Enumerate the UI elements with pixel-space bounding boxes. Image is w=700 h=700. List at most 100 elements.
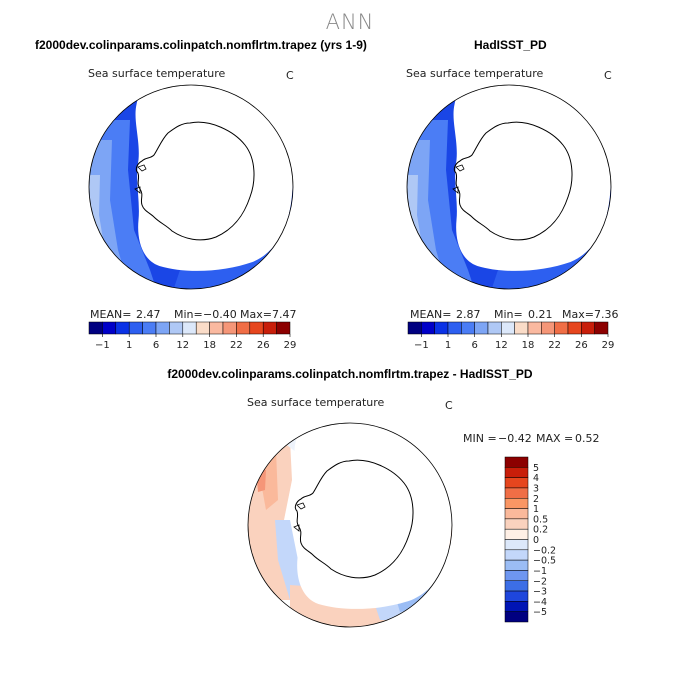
panel1-subtitle: Sea surface temperature <box>88 67 226 80</box>
panel3-colorbar-tick-label: 0 <box>533 535 539 546</box>
panel3-colorbar-swatch <box>504 590 529 602</box>
panel2-ice-region <box>453 83 612 271</box>
panel1-colorbar-tick-label: 29 <box>284 340 297 351</box>
panel2-colorbar-tick-label: 1 <box>445 340 451 351</box>
panel2-colorbar-tick-label: −1 <box>414 340 429 351</box>
panel3-colorbar-tick-label: 1 <box>533 504 539 515</box>
panel3-max-value: 0.52 <box>575 432 600 445</box>
panel3-colorbar-swatch <box>504 477 529 489</box>
panel3-colorbar-tick-label: −0.2 <box>533 545 556 556</box>
panel2-min-value: 0.21 <box>528 308 553 321</box>
panel3-colorbar-tick-label: 4 <box>533 473 539 484</box>
panel1-colorbar-swatch <box>115 321 130 335</box>
panel2-max-label: Max= <box>562 308 594 321</box>
panel1-colorbar-swatch <box>209 321 224 335</box>
panel2-colorbar-swatch <box>434 321 449 335</box>
panel3-colorbar-swatch <box>504 487 529 499</box>
panel2-colorbar-swatch <box>594 321 609 335</box>
panel1-colorbar-swatch <box>142 321 157 335</box>
panel1-max-label: Max= <box>240 308 272 321</box>
panel2-colorbar-tick-label: 18 <box>522 340 535 351</box>
panel3-colorbar-swatch <box>504 611 529 623</box>
panel1-title: f2000dev.colinparams.colinpatch.nomflrtm… <box>35 38 367 52</box>
panel2-colorbar-swatch <box>447 321 462 335</box>
panel3-colorbar-tick-label: 5 <box>533 463 539 474</box>
panel2-colorbar-swatch <box>581 321 595 335</box>
panel1-ice-region <box>135 83 294 271</box>
panel2-stats: MEAN= 2.87 Min= 0.21 Max= 7.36 <box>410 308 619 322</box>
panel3-colorbar-swatch <box>504 539 529 551</box>
panel3-min-value: −0.42 <box>498 432 532 445</box>
panel1-colorbar-swatch <box>276 321 291 335</box>
panel2-colorbar-tick-label: 29 <box>602 340 615 351</box>
panel1-colorbar-swatch <box>249 321 264 335</box>
panel2-map <box>406 83 612 290</box>
panel2-colorbar-swatch <box>474 321 489 335</box>
panel3-map-border <box>247 422 453 628</box>
panel2-mean-label: MEAN= <box>410 308 452 321</box>
panel3-colorbar-tick-label: −1 <box>533 566 547 577</box>
panel1-units: C <box>286 69 294 82</box>
panel3-peninsula-detail <box>293 502 306 532</box>
panel3-max-label: MAX = <box>536 432 574 445</box>
panel2-colorbar-swatch <box>487 321 502 335</box>
panel2-peninsula-detail <box>452 164 465 194</box>
panel1-colorbar-swatch <box>262 321 277 335</box>
panel1-min-value: −0.40 <box>203 308 237 321</box>
panel2-colorbar-swatch <box>541 321 555 335</box>
panel1-colorbar-tick-label: 26 <box>257 340 270 351</box>
panel1-colorbar-tick-label: 22 <box>230 340 243 351</box>
panel1-colorbar-tick-label: 6 <box>153 340 159 351</box>
panel3-colorbar-swatch <box>504 518 529 530</box>
panel2-colorbar-swatch <box>501 321 515 335</box>
panel2-title: HadISST_PD <box>474 38 547 52</box>
panel3-title: f2000dev.colinparams.colinpatch.nomflrtm… <box>167 367 533 381</box>
panel2-colorbar-swatch <box>514 321 529 335</box>
panel3-colorbar-tick-label: 0.5 <box>533 514 548 525</box>
panel1-map <box>88 83 294 290</box>
panel3-ice-region <box>294 421 453 609</box>
panel2-colorbar-tick-label: 22 <box>548 340 561 351</box>
panel2-colorbar: −1 1 6 12 18 22 26 29 <box>407 321 615 351</box>
panel3-colorbar-swatch <box>504 456 529 468</box>
panel3-colorbar-swatch <box>504 580 529 592</box>
panel1-colorbar-tick-label: −1 <box>95 340 110 351</box>
panel3-colorbar-swatch <box>504 559 529 571</box>
panel2-colorbar-swatch <box>461 321 475 335</box>
panel3-colorbar-tick-label: −2 <box>533 576 547 587</box>
panel3-stats: MIN = −0.42 MAX = 0.52 <box>463 432 613 446</box>
panel1-max-value: 7.47 <box>272 308 297 321</box>
panel3-colorbar-swatch <box>504 467 529 478</box>
panel3-colorbar-tick-label: 3 <box>533 483 539 494</box>
panel3-colorbar-tick-label: 2 <box>533 494 539 505</box>
panel1-colorbar-swatch <box>128 321 143 335</box>
panel2-colorbar-swatch <box>554 321 569 335</box>
panel2-mean-value: 2.87 <box>456 308 481 321</box>
panel3-colorbar-swatch <box>504 528 529 540</box>
panel2-colorbar-tick-label: 6 <box>471 340 477 351</box>
panel3-colorbar-swatch <box>504 498 529 509</box>
panel2-colorbar-tick-label: 12 <box>495 340 508 351</box>
panel3-subtitle: Sea surface temperature <box>247 396 385 409</box>
panel2-subtitle: Sea surface temperature <box>406 67 544 80</box>
panel1-colorbar-swatch <box>182 321 197 335</box>
panel1-colorbar-swatch <box>222 321 237 335</box>
panel3-colorbar-swatch <box>504 508 529 520</box>
panel1-mean-label: MEAN= <box>90 308 132 321</box>
panel2-colorbar-swatch <box>527 321 542 335</box>
panel3-units: C <box>445 399 453 412</box>
panel1-colorbar: −1 1 6 12 18 22 26 29 <box>88 321 297 351</box>
panel1-colorbar-swatch <box>195 321 210 335</box>
panel1-peninsula-detail <box>134 164 147 194</box>
panel2-units: C <box>604 69 612 82</box>
panel3-map <box>247 421 453 628</box>
panel1-stats: MEAN= 2.47 Min= −0.40 Max= 7.47 <box>90 308 297 322</box>
panel1-min-label: Min= <box>174 308 203 321</box>
panel3-min-label: MIN = <box>463 432 497 445</box>
panel3-colorbar-tick-label: −4 <box>533 597 547 608</box>
panel1-colorbar-tick-label: 18 <box>203 340 216 351</box>
panel3-colorbar-tick-label: −5 <box>533 607 547 618</box>
panel1-colorbar-swatch <box>102 321 117 335</box>
